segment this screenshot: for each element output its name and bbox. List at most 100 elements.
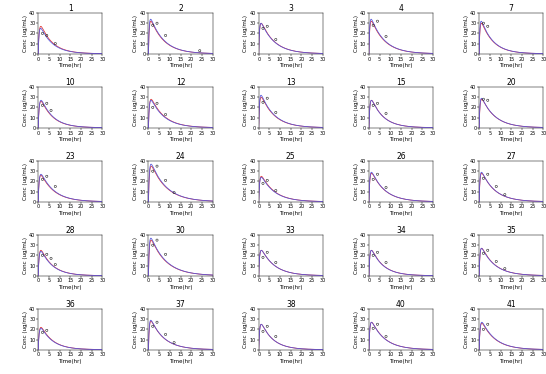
Point <box>43 33 51 39</box>
Point <box>369 177 378 183</box>
Point <box>259 25 268 31</box>
Point <box>501 191 509 197</box>
X-axis label: Time(hr): Time(hr) <box>500 137 523 142</box>
X-axis label: Time(hr): Time(hr) <box>279 211 302 216</box>
Title: 34: 34 <box>396 226 406 235</box>
Title: 10: 10 <box>66 78 75 87</box>
Point <box>38 30 47 36</box>
Point <box>161 33 170 39</box>
Title: 27: 27 <box>506 152 516 161</box>
Title: 38: 38 <box>286 300 295 309</box>
X-axis label: Time(hr): Time(hr) <box>169 137 192 142</box>
Point <box>382 34 390 40</box>
Point <box>369 252 378 258</box>
Point <box>46 255 55 261</box>
X-axis label: Time(hr): Time(hr) <box>279 137 302 142</box>
Title: 40: 40 <box>396 300 406 309</box>
Point <box>271 187 280 193</box>
Point <box>161 111 170 117</box>
Point <box>149 168 157 174</box>
Point <box>483 321 492 327</box>
Title: 2: 2 <box>178 4 183 13</box>
Point <box>43 251 51 257</box>
Point <box>373 100 382 106</box>
X-axis label: Time(hr): Time(hr) <box>389 211 413 216</box>
Y-axis label: Conc (ug/mL): Conc (ug/mL) <box>244 15 248 52</box>
X-axis label: Time(hr): Time(hr) <box>500 285 523 290</box>
X-axis label: Time(hr): Time(hr) <box>169 63 192 68</box>
Point <box>369 102 378 108</box>
Point <box>271 334 280 340</box>
Point <box>38 252 47 258</box>
Point <box>479 175 488 181</box>
Point <box>501 266 509 272</box>
Point <box>373 18 382 24</box>
X-axis label: Time(hr): Time(hr) <box>389 63 413 68</box>
Y-axis label: Conc (ug/mL): Conc (ug/mL) <box>464 15 469 52</box>
Point <box>149 22 157 28</box>
Title: 12: 12 <box>176 78 185 87</box>
Point <box>43 100 51 106</box>
Y-axis label: Conc (ug/mL): Conc (ug/mL) <box>353 237 359 274</box>
Y-axis label: Conc (ug/mL): Conc (ug/mL) <box>464 311 469 348</box>
Title: 3: 3 <box>288 4 293 13</box>
Point <box>161 331 170 337</box>
Y-axis label: Conc (ug/mL): Conc (ug/mL) <box>133 89 138 126</box>
Point <box>382 184 390 190</box>
Point <box>153 163 162 169</box>
X-axis label: Time(hr): Time(hr) <box>500 211 523 216</box>
Point <box>259 254 268 260</box>
Title: 25: 25 <box>286 152 295 161</box>
Point <box>263 249 271 255</box>
Point <box>46 107 55 113</box>
Point <box>263 177 271 183</box>
X-axis label: Time(hr): Time(hr) <box>500 63 523 68</box>
Title: 37: 37 <box>176 300 186 309</box>
Point <box>153 100 162 106</box>
Point <box>259 328 268 334</box>
Y-axis label: Conc (ug/mL): Conc (ug/mL) <box>23 89 28 126</box>
Point <box>153 319 162 325</box>
Point <box>170 340 179 346</box>
Y-axis label: Conc (ug/mL): Conc (ug/mL) <box>244 237 248 274</box>
Point <box>195 48 204 54</box>
Title: 28: 28 <box>66 226 75 235</box>
Y-axis label: Conc (ug/mL): Conc (ug/mL) <box>133 237 138 274</box>
Point <box>373 321 382 327</box>
Title: 41: 41 <box>506 300 516 309</box>
Y-axis label: Conc (ug/mL): Conc (ug/mL) <box>353 89 359 126</box>
X-axis label: Time(hr): Time(hr) <box>279 63 302 68</box>
Y-axis label: Conc (ug/mL): Conc (ug/mL) <box>244 89 248 126</box>
Point <box>259 99 268 105</box>
Point <box>479 250 488 256</box>
Point <box>149 324 157 329</box>
Point <box>479 327 488 332</box>
Point <box>38 329 47 335</box>
Point <box>479 96 488 102</box>
Y-axis label: Conc (ug/mL): Conc (ug/mL) <box>464 237 469 274</box>
Point <box>43 173 51 179</box>
Title: 20: 20 <box>506 78 516 87</box>
Point <box>492 258 501 264</box>
Point <box>161 251 170 257</box>
X-axis label: Time(hr): Time(hr) <box>58 285 82 290</box>
Title: 24: 24 <box>176 152 185 161</box>
Title: 23: 23 <box>66 152 75 161</box>
Point <box>149 104 157 110</box>
Point <box>51 41 60 47</box>
Point <box>483 247 492 253</box>
X-axis label: Time(hr): Time(hr) <box>389 285 413 290</box>
X-axis label: Time(hr): Time(hr) <box>279 359 302 364</box>
Point <box>38 177 47 183</box>
X-axis label: Time(hr): Time(hr) <box>389 359 413 364</box>
Point <box>271 37 280 43</box>
Title: 15: 15 <box>396 78 406 87</box>
Point <box>263 95 271 101</box>
X-axis label: Time(hr): Time(hr) <box>169 211 192 216</box>
Y-axis label: Conc (ug/mL): Conc (ug/mL) <box>23 311 28 348</box>
Title: 4: 4 <box>399 4 403 13</box>
Title: 13: 13 <box>286 78 295 87</box>
X-axis label: Time(hr): Time(hr) <box>169 359 192 364</box>
Title: 36: 36 <box>66 300 75 309</box>
Title: 7: 7 <box>509 4 514 13</box>
